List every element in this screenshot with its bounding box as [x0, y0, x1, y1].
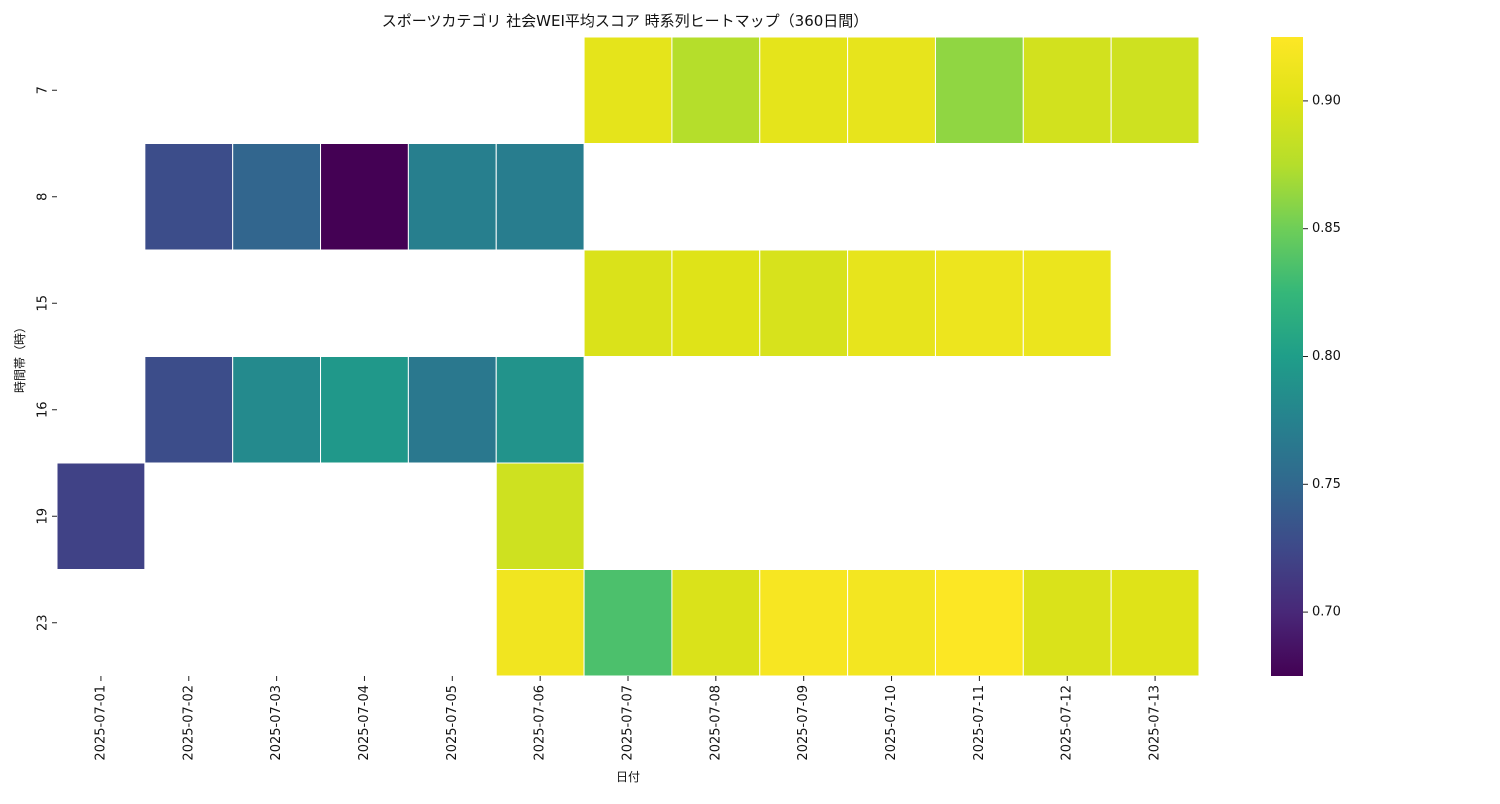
colorbar-tick-label: 0.90: [1312, 93, 1341, 108]
heatmap-cell: [232, 143, 322, 251]
heatmap-cell: [320, 356, 409, 464]
colorbar-tick-label: 0.85: [1312, 221, 1341, 236]
heatmap-cells: [56, 36, 1200, 677]
x-tick-label: 2025-07-05: [445, 685, 460, 761]
heatmap-cell: [1110, 36, 1200, 144]
x-tick-label: 2025-07-04: [357, 685, 372, 761]
y-tick-label: 19: [36, 508, 51, 525]
x-tick-label: 2025-07-09: [796, 685, 811, 761]
x-axis-ticks: 2025-07-01 2025-07-02 2025-07-03 2025-07-04…: [93, 676, 1163, 761]
colorbar-ticks: 0.70 0.75 0.80 0.85 0.90: [1303, 93, 1341, 620]
y-tick-label: 16: [36, 401, 51, 418]
heatmap-cell: [847, 249, 936, 357]
colorbar-tick-label: 0.70: [1312, 605, 1341, 620]
x-axis-label: 日付: [616, 770, 640, 784]
heatmap-cell: [232, 356, 322, 464]
heatmap-cell: [144, 356, 234, 464]
x-tick-label: 2025-07-10: [884, 685, 899, 761]
heatmap-cell: [671, 249, 761, 357]
x-tick-label: 2025-07-02: [181, 685, 196, 761]
heatmap-cell: [583, 569, 673, 677]
y-axis-ticks: 7 8 15 16 19 23: [36, 86, 57, 631]
heatmap-cell: [495, 143, 585, 251]
heatmap-cell: [847, 36, 936, 144]
x-tick-label: 2025-07-06: [533, 685, 548, 761]
y-tick-label: 8: [36, 193, 51, 201]
x-tick-label: 2025-07-03: [269, 685, 284, 761]
heatmap-cell: [320, 143, 409, 251]
colorbar-tick-label: 0.75: [1312, 477, 1341, 492]
heatmap-cell: [495, 462, 585, 570]
heatmap-cell: [847, 569, 936, 677]
y-tick-label: 7: [36, 86, 51, 94]
heatmap-cell: [759, 249, 849, 357]
heatmap-cell: [759, 36, 849, 144]
x-tick-label: 2025-07-11: [972, 685, 987, 761]
x-tick-label: 2025-07-12: [1060, 685, 1075, 761]
y-tick-label: 15: [36, 295, 51, 312]
heatmap-cell: [759, 569, 849, 677]
heatmap-cell: [1110, 569, 1200, 677]
chart-title: スポーツカテゴリ 社会WEI平均スコア 時系列ヒートマップ（360日間）: [382, 12, 869, 30]
x-tick-label: 2025-07-13: [1148, 685, 1163, 761]
heatmap-cell: [495, 356, 585, 464]
heatmap-cell: [1022, 36, 1112, 144]
heatmap-cell: [934, 36, 1024, 144]
y-tick-label: 23: [36, 614, 51, 631]
heatmap-cell: [1022, 249, 1112, 357]
heatmap-cell: [495, 569, 585, 677]
x-tick-label: 2025-07-07: [621, 685, 636, 761]
heatmap-cell: [56, 462, 146, 570]
x-tick-label: 2025-07-08: [708, 685, 723, 761]
y-axis-label: 時間帯（時）: [13, 321, 27, 393]
heatmap-cell: [671, 36, 761, 144]
heatmap-cell: [583, 36, 673, 144]
colorbar-tick-label: 0.80: [1312, 349, 1341, 364]
heatmap-cell: [144, 143, 234, 251]
colorbar: [1271, 37, 1303, 676]
heatmap-cell: [407, 143, 497, 251]
heatmap-cell: [583, 249, 673, 357]
x-tick-label: 2025-07-01: [93, 685, 108, 761]
heatmap-cell: [407, 356, 497, 464]
heatmap-cell: [934, 569, 1024, 677]
heatmap-cell: [1022, 569, 1112, 677]
heatmap-cell: [934, 249, 1024, 357]
heatmap-cell: [671, 569, 761, 677]
